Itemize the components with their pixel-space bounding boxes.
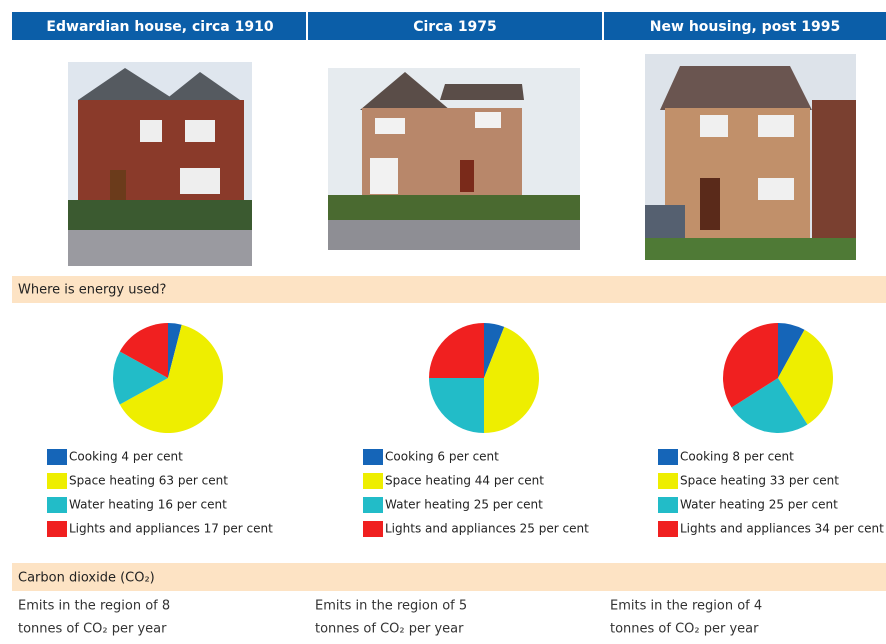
legend-label: Space heating 63 per cent: [69, 474, 228, 488]
legend-label: Cooking 8 per cent: [680, 450, 794, 464]
legend-label: Space heating 44 per cent: [385, 474, 544, 488]
emission-text: Emits in the region of 5: [315, 599, 467, 614]
legend-label: Cooking 6 per cent: [385, 450, 499, 464]
house-photo: [328, 68, 580, 250]
house-photo: [645, 54, 856, 260]
legend-swatch: [363, 521, 383, 537]
legend-label: Lights and appliances 34 per cent: [680, 522, 884, 536]
column-heading: New housing, post 1995: [650, 19, 840, 35]
legend-swatch: [47, 449, 67, 465]
infographic: Edwardian house, circa 1910 Circa 1975 N…: [0, 0, 886, 640]
legend-swatch: [658, 449, 678, 465]
legend-swatch: [363, 497, 383, 513]
emission-text: tonnes of CO₂ per year: [18, 622, 167, 637]
section-title: Where is energy used?: [18, 283, 166, 298]
column-heading: Edwardian house, circa 1910: [46, 19, 273, 35]
legend-label: Cooking 4 per cent: [69, 450, 183, 464]
legend-label: Water heating 25 per cent: [385, 498, 543, 512]
legend-swatch: [363, 473, 383, 489]
pie-slice: [429, 378, 484, 433]
emission-text: tonnes of CO₂ per year: [610, 622, 759, 637]
legend-label: Water heating 25 per cent: [680, 498, 838, 512]
legend-swatch: [47, 497, 67, 513]
emission-text: Emits in the region of 8: [18, 599, 170, 614]
section-title: Carbon dioxide (CO₂): [18, 571, 155, 586]
legend-label: Space heating 33 per cent: [680, 474, 839, 488]
legend-swatch: [47, 521, 67, 537]
emission-text: tonnes of CO₂ per year: [315, 622, 464, 637]
legend-label: Lights and appliances 17 per cent: [69, 522, 273, 536]
legend-swatch: [47, 473, 67, 489]
column-heading: Circa 1975: [413, 19, 497, 35]
legend-swatch: [658, 473, 678, 489]
legend-swatch: [658, 497, 678, 513]
emission-text: Emits in the region of 4: [610, 599, 762, 614]
legend-label: Water heating 16 per cent: [69, 498, 227, 512]
page: {"columns": [ {"heading": "Edwardian hou…: [0, 0, 886, 640]
pie-slice: [429, 323, 484, 378]
house-photo: [68, 62, 252, 266]
legend-swatch: [363, 449, 383, 465]
legend-swatch: [658, 521, 678, 537]
legend-label: Lights and appliances 25 per cent: [385, 522, 589, 536]
